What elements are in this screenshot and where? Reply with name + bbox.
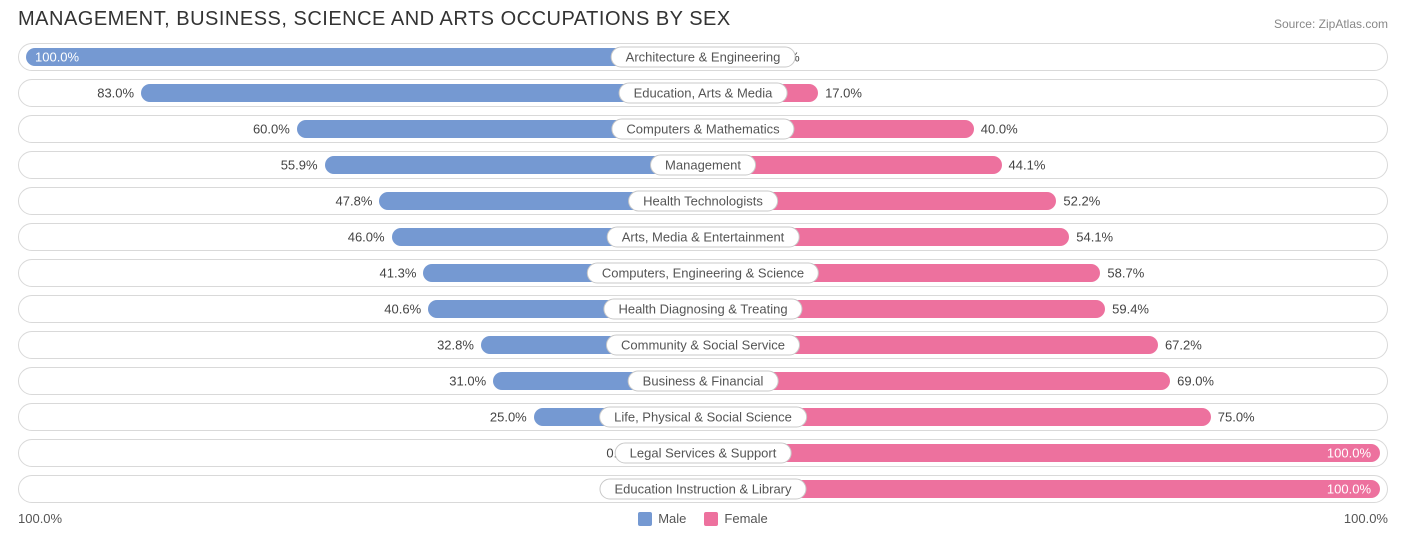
female-value-label: 58.7% — [1107, 266, 1144, 281]
axis-right-label: 100.0% — [1344, 511, 1388, 526]
male-bar — [325, 156, 703, 174]
axis-left-label: 100.0% — [18, 511, 62, 526]
chart-row: 60.0% 40.0% Computers & Mathematics — [18, 115, 1388, 143]
category-pill: Architecture & Engineering — [611, 47, 796, 68]
male-value-label: 25.0% — [490, 410, 527, 425]
female-value-label: 75.0% — [1218, 410, 1255, 425]
chart-row: 31.0% 69.0% Business & Financial — [18, 367, 1388, 395]
female-swatch-icon — [704, 512, 718, 526]
female-value-label: 67.2% — [1165, 338, 1202, 353]
category-pill: Computers, Engineering & Science — [587, 263, 819, 284]
female-value-label: 59.4% — [1112, 302, 1149, 317]
male-value-label: 83.0% — [97, 86, 134, 101]
legend-item-female: Female — [704, 511, 767, 526]
male-value-label: 100.0% — [35, 50, 79, 65]
female-value-label: 54.1% — [1076, 230, 1113, 245]
legend-label-female: Female — [724, 511, 767, 526]
male-value-label: 40.6% — [384, 302, 421, 317]
chart-row: 32.8% 67.2% Community & Social Service — [18, 331, 1388, 359]
male-value-label: 60.0% — [253, 122, 290, 137]
female-value-label: 69.0% — [1177, 374, 1214, 389]
category-pill: Legal Services & Support — [615, 443, 792, 464]
axis-row: 100.0% Male Female 100.0% — [18, 511, 1388, 526]
category-pill: Arts, Media & Entertainment — [607, 227, 800, 248]
chart-row: 46.0% 54.1% Arts, Media & Entertainment — [18, 223, 1388, 251]
category-pill: Community & Social Service — [606, 335, 800, 356]
female-value-label: 40.0% — [981, 122, 1018, 137]
male-value-label: 55.9% — [281, 158, 318, 173]
female-value-label: 100.0% — [1327, 482, 1371, 497]
category-pill: Health Diagnosing & Treating — [603, 299, 802, 320]
female-value-label: 17.0% — [825, 86, 862, 101]
male-value-label: 46.0% — [348, 230, 385, 245]
chart-source: Source: ZipAtlas.com — [1274, 17, 1388, 31]
chart-area: 100.0%0.0%Architecture & Engineering 83.0… — [18, 43, 1388, 503]
category-pill: Business & Financial — [628, 371, 779, 392]
category-pill: Health Technologists — [628, 191, 778, 212]
legend-item-male: Male — [638, 511, 686, 526]
chart-row: 40.6% 59.4% Health Diagnosing & Treating — [18, 295, 1388, 323]
category-pill: Management — [650, 155, 756, 176]
male-swatch-icon — [638, 512, 652, 526]
category-pill: Life, Physical & Social Science — [599, 407, 807, 428]
chart-row: 47.8% 52.2% Health Technologists — [18, 187, 1388, 215]
chart-header: MANAGEMENT, BUSINESS, SCIENCE AND ARTS O… — [18, 8, 1388, 31]
category-pill: Education Instruction & Library — [599, 479, 806, 500]
female-value-label: 44.1% — [1009, 158, 1046, 173]
chart-row: 25.0% 75.0% Life, Physical & Social Scienc… — [18, 403, 1388, 431]
chart-row: 41.3% 58.7% Computers, Engineering & Scien… — [18, 259, 1388, 287]
chart-row: 0.0%100.0%Education Instruction & Librar… — [18, 475, 1388, 503]
legend-label-male: Male — [658, 511, 686, 526]
male-value-label: 41.3% — [380, 266, 417, 281]
category-pill: Computers & Mathematics — [611, 119, 794, 140]
female-bar — [703, 444, 1380, 462]
male-value-label: 47.8% — [336, 194, 373, 209]
category-pill: Education, Arts & Media — [619, 83, 788, 104]
legend: Male Female — [638, 511, 768, 526]
chart-row: 100.0%0.0%Architecture & Engineering — [18, 43, 1388, 71]
male-value-label: 31.0% — [449, 374, 486, 389]
chart-row: 83.0% 17.0% Education, Arts & Media — [18, 79, 1388, 107]
chart-row: 0.0%100.0%Legal Services & Support — [18, 439, 1388, 467]
male-bar — [26, 48, 703, 66]
female-value-label: 100.0% — [1327, 446, 1371, 461]
male-value-label: 32.8% — [437, 338, 474, 353]
chart-row: 55.9% 44.1% Management — [18, 151, 1388, 179]
chart-title: MANAGEMENT, BUSINESS, SCIENCE AND ARTS O… — [18, 8, 731, 31]
female-value-label: 52.2% — [1063, 194, 1100, 209]
